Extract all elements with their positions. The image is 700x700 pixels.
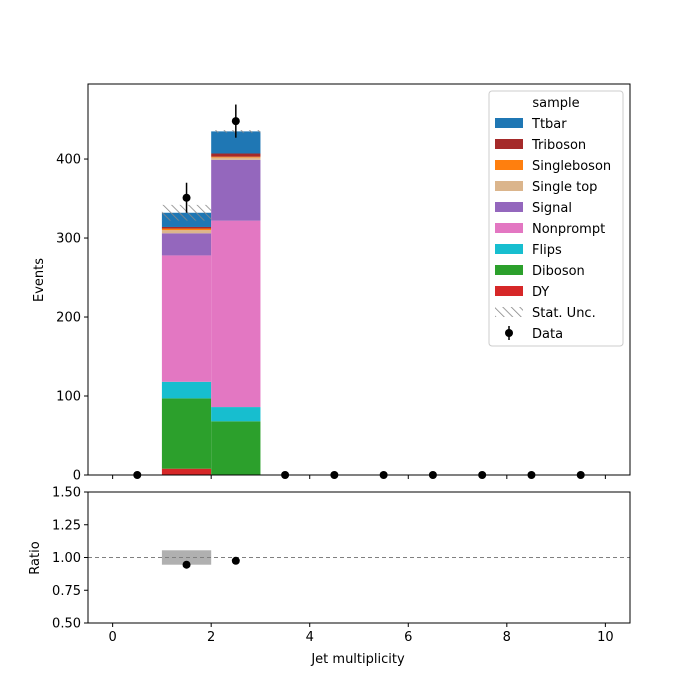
bar-nonprompt-bin-2 — [211, 220, 261, 408]
x-tick-label: 0 — [108, 630, 116, 645]
bar-single-top-bin-2 — [211, 157, 261, 160]
bar-flips-bin-1 — [161, 381, 212, 399]
legend-swatch-ttbar — [495, 118, 523, 128]
legend-swatch-dy — [495, 286, 523, 296]
legend-label: Nonprompt — [532, 222, 605, 237]
main-plot-frame — [87, 83, 631, 476]
legend-data-marker — [505, 329, 513, 337]
bar-signal-bin-2 — [211, 159, 261, 221]
legend-title: sample — [532, 96, 579, 111]
bar-diboson-bin-1 — [161, 398, 212, 469]
legend-label: Stat. Unc. — [532, 306, 596, 321]
legend: sample Ttbar Triboson Singleboson Single top… — [488, 90, 624, 347]
bar-dy-bin-1 — [161, 468, 212, 475]
ratio-y-tick-label: 1.25 — [52, 518, 81, 533]
ratio-plot: 0 2 4 6 8 10 0.50 0.75 1.00 1.25 1.50 — [52, 486, 631, 645]
legend-label: Single top — [532, 180, 597, 195]
x-tick-label: 2 — [207, 630, 215, 645]
y-tick-label: 200 — [56, 311, 81, 326]
x-tick-label: 4 — [306, 630, 314, 645]
bar-triboson-bin-2 — [211, 153, 261, 157]
bar-singleboson-bin-2 — [211, 156, 261, 158]
ratio-y-tick-label: 0.75 — [52, 584, 81, 599]
bar-signal-bin-1 — [161, 233, 212, 256]
y-tick-label: 0 — [73, 469, 81, 484]
legend-swatch-single-top — [495, 181, 523, 191]
main-plot: 0 100 200 300 400 — [56, 83, 631, 484]
legend-label: Diboson — [532, 264, 585, 279]
legend-label: Triboson — [531, 138, 586, 153]
bar-singleboson-bin-1 — [161, 228, 212, 231]
bar-flips-bin-2 — [211, 407, 261, 422]
legend-label: DY — [532, 285, 549, 300]
legend-label: Ttbar — [531, 117, 567, 132]
ratio-point — [231, 556, 240, 565]
x-tick-label: 10 — [597, 630, 614, 645]
ratio-y-tick-label: 1.50 — [52, 486, 81, 501]
bar-ttbar-bin-2 — [211, 131, 261, 154]
x-tick-label: 8 — [503, 630, 511, 645]
legend-swatch-stat-unc — [495, 307, 523, 317]
legend-swatch-diboson — [495, 265, 523, 275]
bar-diboson-bin-2 — [211, 421, 261, 475]
legend-label: Data — [532, 327, 563, 342]
y-tick-label: 300 — [56, 232, 81, 247]
legend-box — [488, 90, 624, 347]
legend-label: Signal — [532, 201, 572, 216]
legend-swatch-singleboson — [495, 160, 523, 170]
x-tick-label: 6 — [404, 630, 412, 645]
x-axis-title: Jet multiplicity — [310, 652, 405, 667]
bar-triboson-bin-1 — [161, 226, 212, 229]
legend-swatch-flips — [495, 244, 523, 254]
ratio-y-axis-title: Ratio — [28, 541, 43, 574]
bar-single-top-bin-1 — [161, 230, 212, 234]
data-point — [231, 117, 240, 126]
data-point — [182, 193, 191, 202]
legend-swatch-signal — [495, 202, 523, 212]
ratio-y-tick-label: 0.50 — [52, 617, 81, 632]
legend-label: Flips — [532, 243, 562, 258]
legend-label: Singleboson — [532, 159, 611, 174]
legend-swatch-triboson — [495, 139, 523, 149]
y-tick-label: 400 — [56, 153, 81, 168]
y-tick-label: 100 — [56, 390, 81, 405]
ratio-point — [182, 560, 191, 569]
bar-nonprompt-bin-1 — [161, 255, 212, 382]
y-axis-title: Events — [32, 258, 47, 302]
ratio-y-tick-label: 1.00 — [52, 551, 81, 566]
legend-swatch-nonprompt — [495, 223, 523, 233]
